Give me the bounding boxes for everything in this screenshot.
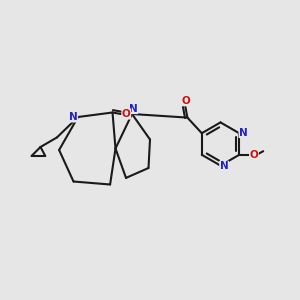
- Text: N: N: [69, 112, 78, 122]
- Text: O: O: [122, 109, 131, 119]
- Text: N: N: [239, 128, 248, 138]
- Text: O: O: [181, 96, 190, 106]
- Text: N: N: [129, 103, 138, 114]
- Text: N: N: [220, 161, 229, 171]
- Text: O: O: [250, 150, 258, 160]
